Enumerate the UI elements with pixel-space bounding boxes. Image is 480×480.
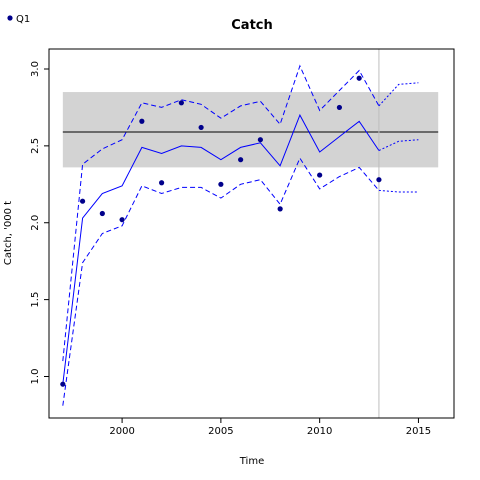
series-line-3 [62, 157, 380, 406]
plot-frame [48, 48, 455, 419]
legend: Q1 [7, 14, 30, 25]
data-point [178, 100, 184, 106]
data-point [79, 198, 86, 204]
data-point [198, 124, 204, 131]
x-tick-label: 2010 [307, 426, 332, 437]
y-axis-label: Catch, '000 t [3, 201, 14, 265]
data-point [257, 137, 263, 143]
x-tick-label: 2005 [208, 426, 233, 437]
data-point [60, 381, 66, 387]
y-tick-label: 1.0 [30, 369, 41, 385]
data-point [238, 157, 244, 163]
legend-label-q1: Q1 [16, 14, 30, 25]
series-line-4 [378, 139, 419, 151]
data-point [376, 177, 382, 183]
y-tick-label: 3.0 [30, 61, 41, 77]
y-tick-label: 1.5 [30, 292, 41, 308]
chart-title: Catch [231, 18, 273, 33]
series-line-1 [62, 113, 380, 385]
data-point [159, 180, 165, 186]
y-tick-label: 2.0 [30, 215, 41, 231]
data-point [139, 118, 145, 124]
series-line-6 [378, 189, 419, 193]
data-point [218, 181, 224, 187]
y-tick-label: 2.5 [30, 138, 41, 154]
series-line-2 [62, 64, 380, 362]
data-point [317, 172, 323, 178]
series-line-5 [378, 82, 419, 107]
reference-band [62, 92, 439, 168]
data-point [356, 75, 362, 81]
data-point [277, 206, 283, 212]
x-tick-label: 2000 [109, 426, 134, 437]
data-point [336, 104, 343, 111]
data-point [119, 217, 125, 223]
x-tick-label: 2015 [406, 426, 431, 437]
legend-marker-q1 [7, 15, 13, 21]
data-point [99, 210, 105, 217]
x-axis-label: Time [239, 456, 264, 467]
